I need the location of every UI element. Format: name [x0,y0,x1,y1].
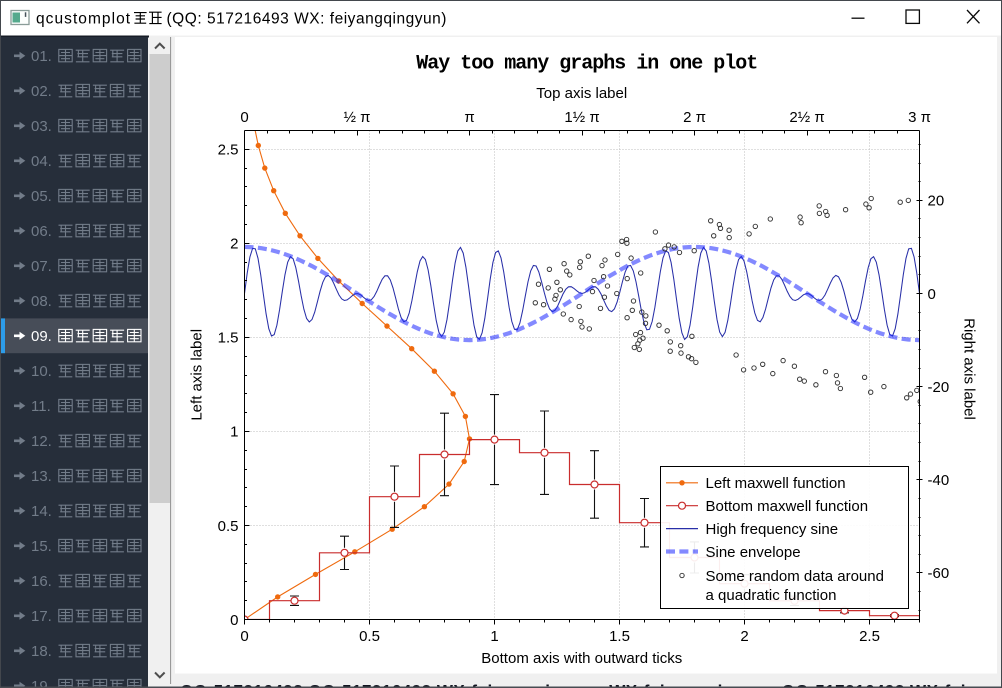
svg-text:05.: 05. [31,188,52,205]
svg-text:Left maxwell function: Left maxwell function [706,475,846,492]
svg-text:02.: 02. [31,83,52,100]
svg-text:13.: 13. [31,468,52,485]
svg-text:2 π: 2 π [683,109,706,126]
svg-text:π: π [464,109,474,126]
svg-text:04.: 04. [31,153,52,170]
svg-text:0: 0 [928,286,936,303]
svg-text:Bottom axis with outward ticks: Bottom axis with outward ticks [481,650,682,667]
svg-text:2: 2 [740,628,748,645]
svg-text:15.: 15. [31,538,52,555]
svg-text:1: 1 [230,424,238,441]
svg-text:-20: -20 [928,379,950,396]
svg-text:Sine envelope: Sine envelope [706,544,801,561]
svg-text:a quadratic function: a quadratic function [706,587,837,604]
svg-text:01.: 01. [31,48,52,65]
svg-text:18.: 18. [31,643,52,660]
svg-text:20: 20 [928,193,945,210]
svg-text:09.: 09. [31,328,52,345]
svg-text:1: 1 [490,628,498,645]
svg-text:Some random data around: Some random data around [706,568,884,585]
svg-text:qcustomplot: qcustomplot [36,11,131,28]
svg-text:(QQ: 517216493 WX: feiyangqing: (QQ: 517216493 WX: feiyangqingyun) [167,11,447,28]
svg-text:Right axis label: Right axis label [961,318,978,420]
svg-text:Bottom maxwell function: Bottom maxwell function [706,498,869,515]
svg-text:11.: 11. [31,398,51,415]
svg-text:17.: 17. [31,608,52,625]
svg-text:19.: 19. [31,678,52,688]
svg-text:2½ π: 2½ π [789,109,824,126]
svg-text:0.5: 0.5 [359,628,380,645]
svg-text:Top axis label: Top axis label [536,85,627,102]
svg-text:0.5: 0.5 [218,518,239,535]
svg-text:Way too many graphs in one plo: Way too many graphs in one plot [416,53,757,76]
svg-text:06.: 06. [31,223,52,240]
svg-text:QQ:517216493 QQ:517216493 WX:f: QQ:517216493 QQ:517216493 WX:feiyangqing… [180,682,1002,688]
svg-text:3 π: 3 π [908,109,931,126]
svg-text:High frequency sine: High frequency sine [706,521,839,538]
svg-text:08.: 08. [31,293,52,310]
svg-text:2.5: 2.5 [218,142,239,159]
svg-text:07.: 07. [31,258,52,275]
svg-text:0: 0 [240,628,248,645]
svg-text:14.: 14. [31,503,52,520]
svg-text:½ π: ½ π [343,109,370,126]
svg-text:2: 2 [230,236,238,253]
svg-text:10.: 10. [31,363,52,380]
svg-text:12.: 12. [31,433,52,450]
svg-text:03.: 03. [31,118,52,135]
svg-text:1½ π: 1½ π [564,109,599,126]
svg-text:16.: 16. [31,573,52,590]
svg-text:-60: -60 [928,565,950,582]
svg-text:1.5: 1.5 [218,330,239,347]
svg-text:1.5: 1.5 [609,628,630,645]
svg-text:Left axis label: Left axis label [189,329,206,421]
svg-text:0: 0 [230,612,238,629]
svg-text:0: 0 [240,109,248,126]
svg-text:-40: -40 [928,472,950,489]
svg-text:2.5: 2.5 [859,628,880,645]
